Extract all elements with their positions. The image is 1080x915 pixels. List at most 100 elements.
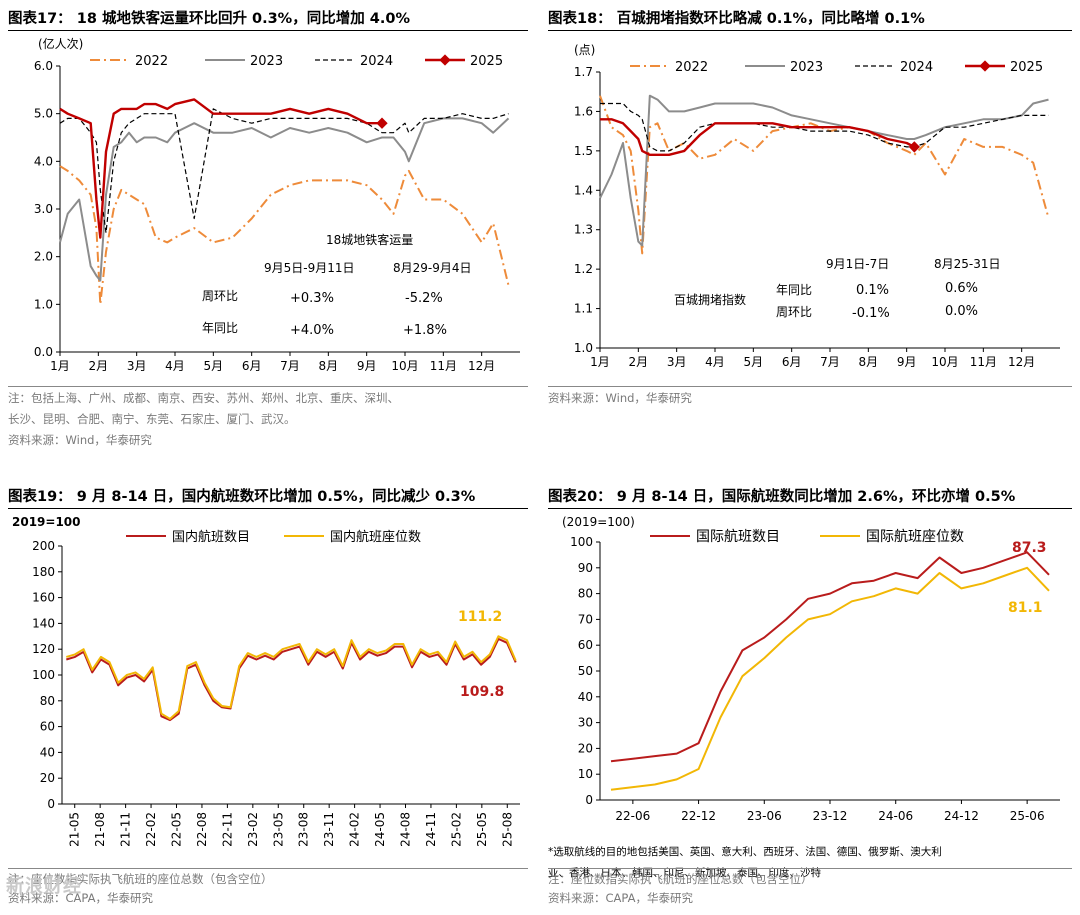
chart20-series-国际航班座位数: [610, 566, 1050, 791]
chart17-ann-row2: 年同比: [202, 321, 238, 335]
chart19-xtick-label: 25-08: [500, 812, 514, 847]
chart18-rule-bottom: [548, 386, 1072, 387]
chart17-series-2022: [59, 165, 510, 306]
chart19-seats-end-label: 111.2: [458, 609, 502, 625]
chart17-legend-label-2023: 2023: [250, 54, 283, 69]
chart18-xtick-label: 3月: [667, 355, 687, 369]
chart17-xtick-label: 7月: [280, 359, 300, 373]
chart18-xtick-label: 8月: [859, 355, 879, 369]
chart18-ann-v21: -0.1%: [852, 306, 890, 321]
chart19-xtick-label: 23-08: [297, 812, 311, 847]
chart20-xtick-label: 22-12: [681, 809, 716, 823]
chart20-flights-end-label: 87.3: [1012, 540, 1047, 556]
chart18-ytick-label: 1.3: [574, 223, 593, 237]
panel-chart18: 图表18： 百城拥堵指数环比略减 0.1%，同比略增 0.1% (点) 1.7 1…: [548, 4, 1072, 424]
chart17-note2: 长沙、昆明、合肥、南宁、东莞、石家庄、厦门、武汉。: [8, 412, 296, 426]
chart17-ytick-label: 4.0: [34, 154, 53, 168]
chart20-ytick-label: 20: [578, 741, 593, 755]
chart18-source: 资料来源：Wind，华泰研究: [548, 391, 692, 405]
watermark: 新浪财经: [6, 876, 82, 897]
chart17-xtick-label: 1月: [50, 359, 70, 373]
chart19-xtick-label: 24-08: [399, 812, 413, 847]
chart20-title: 图表20： 9 月 8-14 日，国际航班数同比增加 2.6%，环比亦增 0.5…: [548, 489, 1016, 505]
chart18-legend-label-2023: 2023: [790, 60, 823, 75]
chart20-source: 资料来源：CAPA，华泰研究: [548, 891, 693, 905]
chart19-source: 资料来源：CAPA，华泰研究: [8, 891, 153, 905]
chart20-ytick-label: 10: [578, 767, 593, 781]
chart19-ytick-label: 120: [32, 642, 55, 656]
chart18-ann-v11: 0.1%: [856, 283, 889, 298]
chart18-xtick-label: 7月: [820, 355, 840, 369]
chart20-ytick-label: 70: [578, 612, 593, 626]
chart18-ann-row2: 周环比: [776, 305, 812, 319]
chart18-ytick-label: 1.5: [574, 144, 593, 158]
panel-chart19: 图表19： 9 月 8-14 日，国内航班数环比增加 0.5%，同比减少 0.3…: [8, 482, 528, 912]
chart17-xtick-label: 2月: [89, 359, 109, 373]
chart18-xtick-label: 6月: [782, 355, 802, 369]
chart18-plot: (点) 1.7 1.6 1.5 1.4 1.3 1.2 1.1 1.01月 2月 3月 4月 5月 6月…: [574, 43, 1060, 369]
chart17-rule: [8, 30, 528, 31]
chart18-ytick-label: 1.4: [574, 183, 593, 197]
chart19-xtick-label: 22-11: [220, 812, 234, 847]
chart18-ann-v12: 0.6%: [945, 281, 978, 296]
chart17-series-2025: [59, 98, 382, 239]
chart17-ann-v21: +4.0%: [290, 323, 334, 338]
chart19-xtick-label: 22-05: [170, 812, 184, 847]
chart17-plot: (亿人次) 6.0 5.0 4.0 3.0 2.0 1.0 0.01月 2月 3月 4月 5月 6月 7…: [34, 36, 520, 373]
chart19-xtick-label: 24-02: [348, 812, 362, 847]
chart18-ann-v22: 0.0%: [945, 304, 978, 319]
chart20-ytick-label: 80: [578, 587, 593, 601]
chart19-rule-bottom: [8, 868, 528, 869]
chart17-ann-v12: -5.2%: [405, 291, 443, 306]
chart19-series-国内航班座位数: [66, 635, 517, 720]
chart20-xtick-label: 23-12: [813, 809, 848, 823]
chart20-unit: (2019=100): [562, 515, 635, 529]
chart19-plot: 2019=100 20018016014012010080604020021-0…: [12, 515, 520, 847]
chart20-legend-label-1: 国际航班座位数: [866, 529, 964, 545]
chart18-series-2025: [600, 118, 915, 157]
chart17-ytick-label: 6.0: [34, 59, 53, 73]
chart20-xtick-label: 25-06: [1010, 809, 1045, 823]
chart18-xtick-label: 1月: [590, 355, 610, 369]
chart17-ann-title: 18城地铁客运量: [326, 232, 413, 247]
chart19-xtick-label: 22-08: [195, 812, 209, 847]
chart17-legend-label-2025: 2025: [470, 54, 503, 69]
chart18-legend-label-2022: 2022: [675, 60, 708, 75]
chart17-legend-label-2022: 2022: [135, 54, 168, 69]
chart19-xtick-label: 25-02: [449, 812, 463, 847]
chart20-ytick-label: 100: [570, 535, 593, 549]
chart17-xtick-label: 10月: [391, 359, 418, 373]
chart18-ytick-label: 1.1: [574, 302, 593, 316]
chart17-xtick-label: 9月: [357, 359, 377, 373]
chart19-ytick-label: 60: [40, 720, 55, 734]
chart20-ytick-label: 40: [578, 690, 593, 704]
chart18-series-2024: [600, 102, 1049, 152]
chart19-ytick-label: 180: [32, 565, 55, 579]
chart20-xtick-label: 23-06: [747, 809, 782, 823]
chart17-ytick-label: 1.0: [34, 297, 53, 311]
chart17-ytick-label: 5.0: [34, 107, 53, 121]
chart17-xtick-label: 11月: [430, 359, 457, 373]
chart20-xtick-label: 24-12: [944, 809, 979, 823]
chart19-legend-label-1: 国内航班座位数: [330, 529, 421, 545]
chart19-note1: 注：座位数指实际执飞航班的座位总数（包含空位）: [8, 872, 273, 886]
chart17-xtick-label: 3月: [127, 359, 147, 373]
chart19-series-国内航班数目: [66, 637, 517, 722]
chart17-xtick-label: 8月: [319, 359, 339, 373]
chart19-flights-end-label: 109.8: [460, 684, 504, 700]
chart19-unit: 2019=100: [12, 515, 81, 529]
chart17-xtick-label: 5月: [204, 359, 224, 373]
chart20-note1: 注：座位数指实际执飞航班的座位总数（包含空位）: [548, 872, 813, 886]
chart18-legend-marker-2025: [979, 60, 991, 72]
chart20-ytick-label: 90: [578, 561, 593, 575]
chart17-legend-label-2024: 2024: [360, 54, 393, 69]
chart18-xtick-label: 5月: [744, 355, 764, 369]
chart17-legend-marker-2025: [439, 54, 451, 66]
chart18-xtick-label: 4月: [705, 355, 725, 369]
chart18-ytick-label: 1.0: [574, 341, 593, 355]
chart17-ann-v11: +0.3%: [290, 291, 334, 306]
chart17-ann-col1: 9月5日-9月11日: [264, 261, 355, 275]
chart17-ann-v22: +1.8%: [403, 323, 447, 338]
chart19-ytick-label: 40: [40, 745, 55, 759]
chart18-ytick-label: 1.6: [574, 104, 593, 118]
